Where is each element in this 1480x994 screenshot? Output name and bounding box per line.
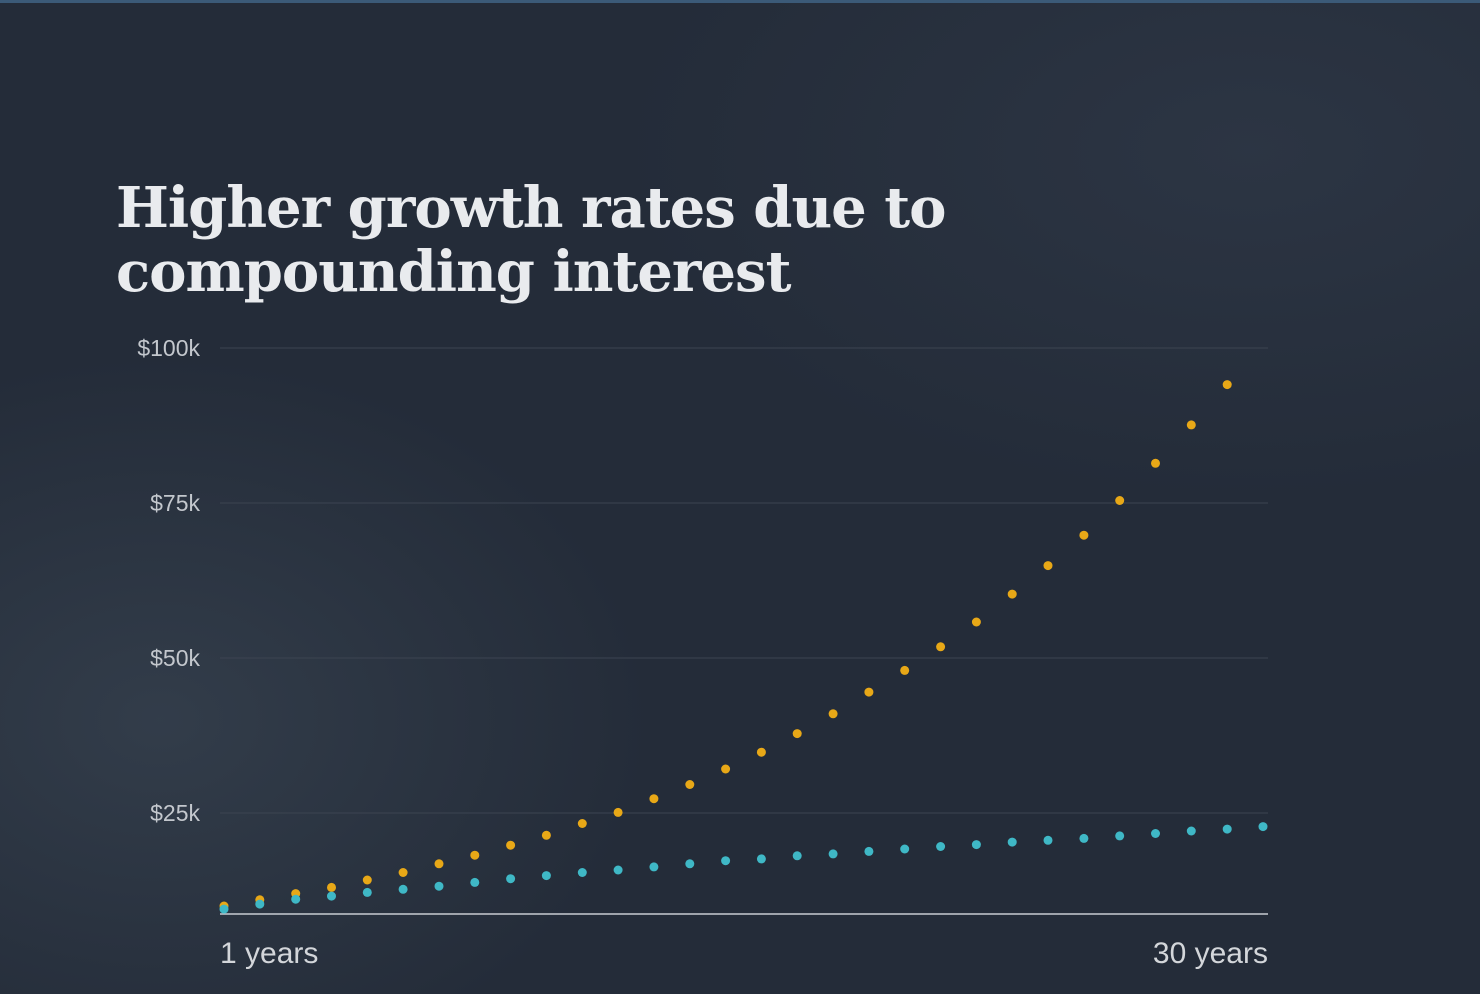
data-point xyxy=(1186,420,1196,430)
data-point xyxy=(398,884,408,894)
data-point xyxy=(1079,833,1089,843)
data-point xyxy=(792,851,802,861)
data-point xyxy=(1043,835,1053,845)
data-point xyxy=(327,891,336,901)
data-point xyxy=(541,871,551,881)
data-points xyxy=(219,380,1268,914)
chart-title-line-2: compounding interest xyxy=(116,239,791,305)
data-point xyxy=(1115,496,1125,505)
data-point xyxy=(577,819,587,828)
data-point xyxy=(434,881,444,891)
data-point xyxy=(398,868,408,877)
data-point xyxy=(900,665,910,675)
data-point xyxy=(685,859,695,869)
data-point xyxy=(685,780,695,789)
data-point xyxy=(828,709,838,719)
x-label-first: 1 years xyxy=(220,937,318,970)
data-point xyxy=(1151,829,1160,838)
data-point xyxy=(792,729,802,739)
y-axis-ticks: $100k $75k $50k $25k xyxy=(137,335,200,826)
y-tick-label: $50k xyxy=(150,645,200,671)
data-point xyxy=(864,846,874,856)
data-point xyxy=(577,868,587,877)
data-point xyxy=(756,854,766,864)
data-point xyxy=(613,807,623,817)
data-point xyxy=(1258,822,1268,832)
data-point xyxy=(1115,831,1125,841)
data-point xyxy=(470,850,480,860)
data-point xyxy=(900,844,910,854)
data-point xyxy=(362,875,372,885)
data-point xyxy=(1222,380,1232,390)
y-tick-label: $25k xyxy=(150,800,200,826)
data-point xyxy=(971,840,981,850)
x-axis-labels: 1 years 30 years xyxy=(220,937,1268,970)
data-point xyxy=(649,862,659,872)
data-point xyxy=(721,764,731,774)
data-point xyxy=(721,856,731,866)
data-point xyxy=(936,642,946,652)
data-point xyxy=(864,687,874,697)
chart-title-line-1: Higher growth rates due to xyxy=(116,175,947,241)
data-point xyxy=(506,874,516,884)
data-point xyxy=(936,842,946,851)
y-tick-label: $100k xyxy=(137,335,200,361)
data-point xyxy=(470,877,480,887)
data-point xyxy=(1151,458,1160,468)
data-point xyxy=(1079,530,1089,540)
data-point xyxy=(1007,837,1017,847)
data-point xyxy=(828,849,838,859)
top-rule xyxy=(0,0,1480,3)
data-point xyxy=(649,794,659,804)
data-point xyxy=(541,830,551,840)
y-tick-label: $75k xyxy=(150,490,200,516)
chart-title: Higher growth rates due to compounding i… xyxy=(116,176,1016,304)
data-point xyxy=(1043,561,1053,571)
data-point xyxy=(613,865,623,875)
data-point xyxy=(756,747,766,757)
gridlines xyxy=(220,347,1268,814)
data-point xyxy=(291,894,301,904)
data-point xyxy=(434,859,444,869)
data-point xyxy=(1222,824,1232,834)
x-label-last: 30 years xyxy=(1153,937,1268,970)
data-point xyxy=(362,887,372,897)
data-point xyxy=(327,882,336,892)
data-point xyxy=(255,899,265,909)
data-point xyxy=(1007,589,1017,599)
data-point xyxy=(1186,826,1196,836)
data-point xyxy=(506,840,516,850)
data-point xyxy=(219,904,229,914)
data-point xyxy=(971,617,981,627)
